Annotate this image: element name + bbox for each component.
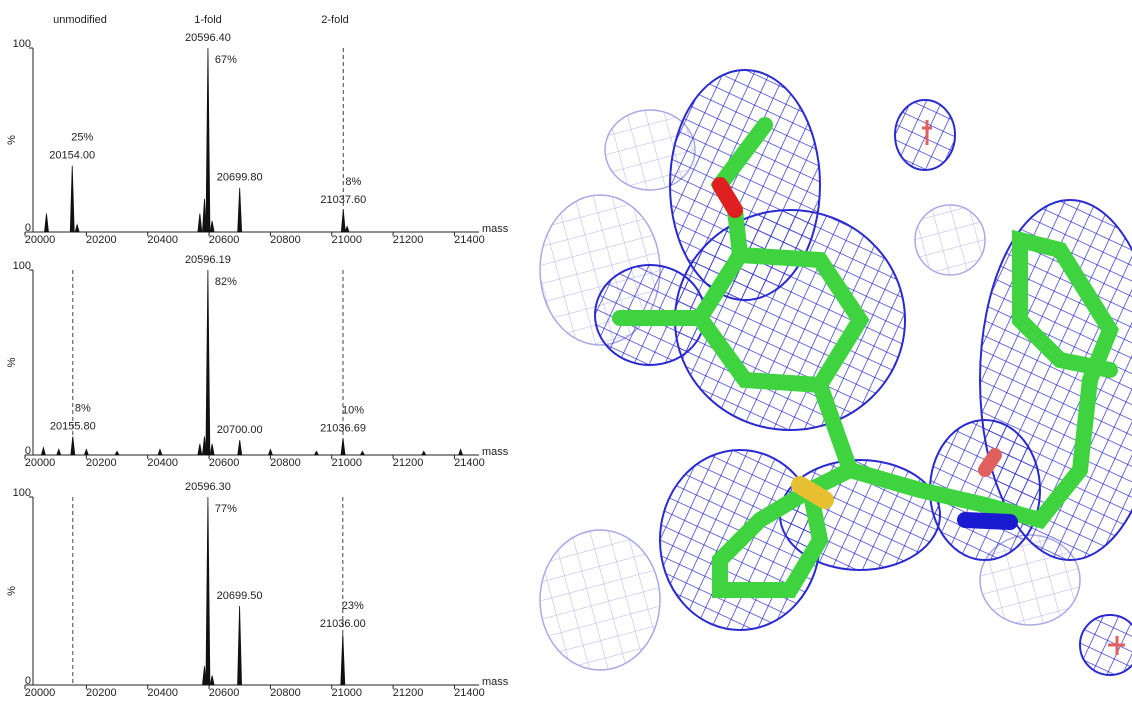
peak — [44, 214, 48, 232]
mass-label: 20596.19 — [185, 254, 231, 266]
x-tick-label: 21200 — [393, 457, 424, 469]
peak — [198, 214, 202, 232]
peak — [84, 449, 88, 455]
x-axis-label: mass — [482, 446, 509, 458]
peak — [210, 676, 214, 685]
mass-label: 20596.40 — [185, 32, 231, 44]
mass-label: 21036.69 — [320, 422, 366, 434]
x-tick-label: 21200 — [393, 234, 424, 246]
peak — [115, 451, 119, 455]
percent-label: 8% — [345, 176, 361, 188]
mass-label: 20699.50 — [217, 590, 263, 602]
x-tick-label: 21000 — [331, 457, 362, 469]
peak — [71, 437, 75, 456]
peak — [238, 440, 242, 455]
x-tick-label: 20800 — [270, 687, 301, 697]
x-tick-label: 21400 — [454, 457, 485, 469]
mass-label: 20155.80 — [50, 420, 96, 432]
peak — [238, 188, 242, 232]
mass-label: 21037.60 — [320, 194, 366, 206]
peak — [341, 210, 345, 232]
faint-mesh — [915, 205, 985, 275]
percent-label: 67% — [215, 54, 237, 66]
y-tick-label: 0 — [25, 222, 31, 234]
x-tick-label: 21000 — [331, 234, 362, 246]
x-tick-label: 20400 — [147, 457, 178, 469]
y-tick-label: 0 — [25, 445, 31, 457]
percent-label: 82% — [215, 276, 237, 288]
peak — [206, 497, 210, 685]
x-tick-label: 20200 — [86, 457, 117, 469]
peak — [57, 449, 61, 455]
peak — [422, 451, 426, 455]
density-map — [540, 70, 1132, 675]
x-tick-label: 20800 — [270, 457, 301, 469]
mass-label: 20699.80 — [217, 172, 263, 184]
peak — [268, 449, 272, 455]
species-header: unmodified — [53, 14, 107, 26]
y-tick-label: 100 — [13, 260, 31, 272]
peak — [314, 451, 318, 455]
x-tick-label: 20800 — [270, 234, 301, 246]
y-tick-label: 100 — [13, 487, 31, 499]
percent-label: 10% — [342, 404, 364, 416]
x-tick-label: 20200 — [86, 234, 117, 246]
mass-label: 20700.00 — [217, 424, 263, 436]
mesh — [895, 100, 955, 170]
x-tick-label: 20000 — [25, 234, 56, 246]
x-tick-label: 20600 — [209, 234, 240, 246]
species-header: 1-fold — [194, 14, 222, 26]
y-tick-label: 100 — [13, 38, 31, 50]
page: 0 100% 20000 20200 20400 20600 20800 21000 21200… — [0, 0, 1132, 697]
x-axis-label: mass — [482, 676, 509, 688]
y-axis-label: % — [6, 135, 18, 145]
peak — [75, 225, 79, 232]
percent-label: 25% — [71, 132, 93, 144]
percent-label: 77% — [215, 503, 237, 515]
x-tick-label: 20600 — [209, 687, 240, 697]
y-axis-label: % — [6, 586, 18, 596]
peak — [206, 48, 210, 232]
x-axis-label: mass — [482, 223, 509, 235]
peak — [70, 166, 74, 232]
peak — [238, 606, 242, 685]
peak — [360, 451, 364, 455]
y-axis-label: % — [6, 357, 18, 367]
peak — [341, 438, 345, 455]
peak — [345, 226, 349, 232]
peak — [198, 444, 202, 455]
peak — [41, 448, 45, 455]
peak — [341, 634, 345, 685]
mass-label: 20154.00 — [49, 150, 95, 162]
faint-mesh — [540, 530, 660, 670]
x-tick-label: 20600 — [209, 457, 240, 469]
x-tick-label: 20400 — [147, 234, 178, 246]
x-tick-label: 21000 — [331, 687, 362, 697]
peak — [206, 270, 210, 455]
x-tick-label: 20200 — [86, 687, 117, 697]
peak — [210, 221, 214, 232]
mass-label: 20596.30 — [185, 481, 231, 493]
x-tick-label: 21200 — [393, 687, 424, 697]
species-header: 2-fold — [321, 14, 349, 26]
x-tick-label: 20400 — [147, 687, 178, 697]
percent-label: 8% — [75, 402, 91, 414]
peak — [459, 449, 463, 455]
x-tick-label: 20000 — [25, 457, 56, 469]
percent-label: 23% — [342, 600, 364, 612]
x-tick-label: 20000 — [25, 687, 56, 697]
nitrogen — [965, 520, 1010, 522]
peak — [158, 449, 162, 455]
peak — [210, 444, 214, 455]
carbonyl-oxygen — [985, 455, 995, 470]
mass-label: 21036.00 — [320, 618, 366, 630]
x-tick-label: 21400 — [454, 687, 485, 697]
x-tick-label: 21400 — [454, 234, 485, 246]
y-tick-label: 0 — [25, 675, 31, 687]
figure: 0 100% 20000 20200 20400 20600 20800 21000 21200… — [0, 0, 1132, 697]
